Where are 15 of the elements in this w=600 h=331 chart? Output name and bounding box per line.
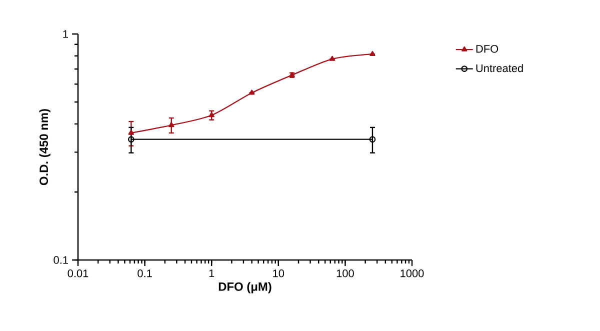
point xyxy=(208,112,214,118)
point xyxy=(248,90,255,95)
point xyxy=(128,130,134,135)
x-tick-label: 0.01 xyxy=(68,269,88,278)
x-tick-label: 100 xyxy=(336,269,354,278)
x-tick-label: 1000 xyxy=(400,269,424,278)
legend-label: Untreated xyxy=(476,64,523,72)
point xyxy=(168,122,174,128)
legend-label: DFO xyxy=(476,44,498,53)
x-tick-label: 10 xyxy=(273,269,284,278)
y-axis-title: O.D. (450 nm) xyxy=(39,109,50,186)
x-tick-label: 1 xyxy=(209,269,214,278)
point xyxy=(329,56,336,61)
x-tick-label: 0.1 xyxy=(138,269,152,278)
x-axis-title: DFO (μM) xyxy=(218,282,272,294)
